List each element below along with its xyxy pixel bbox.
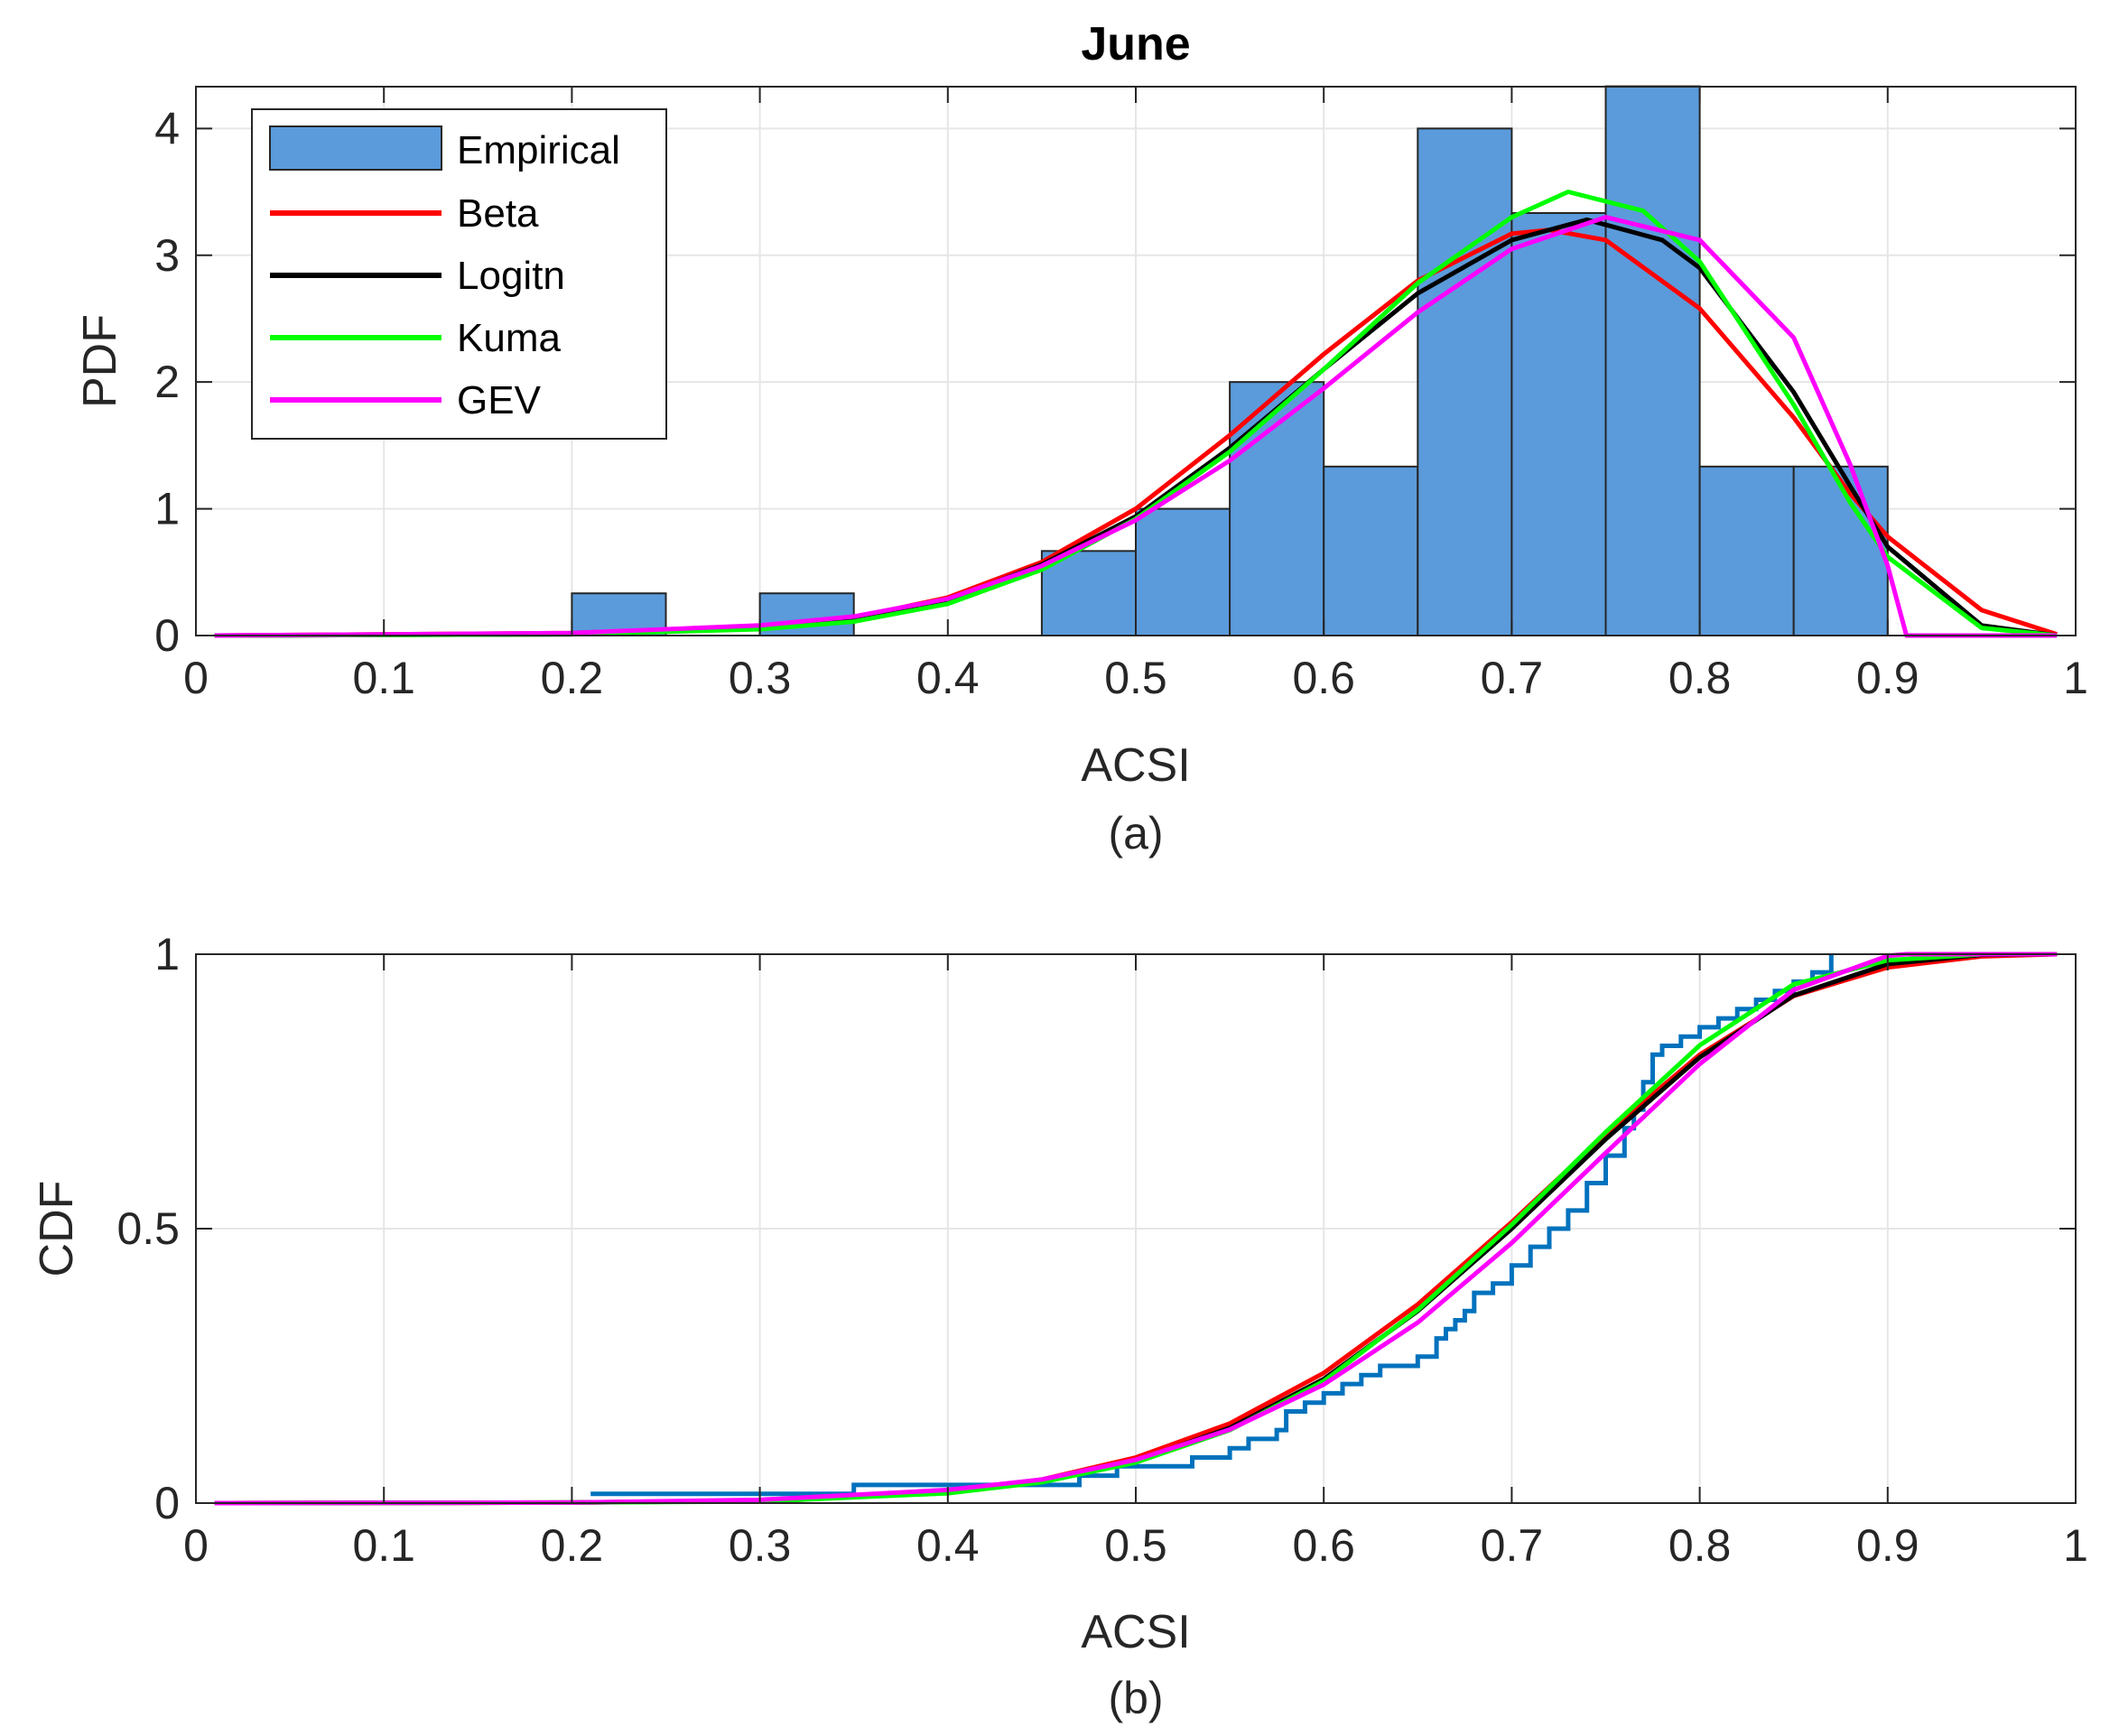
pdf-curve-kuma (214, 190, 2058, 638)
x-axis-label-b: ACSI (1081, 1606, 1190, 1658)
axis-ticks-b: 0 0.1 0.2 0.3 0.4 0.5 0.6 0.7 0.8 0.9 1 0 0.5 1 (116, 929, 2087, 1571)
legend-label-empirical: Empirical (457, 128, 620, 172)
x-tick-label: 0.5 (1104, 653, 1167, 703)
histogram-bar (1510, 211, 1607, 637)
x-tick-label: 0 (183, 653, 209, 703)
y-tick-label: 2 (154, 357, 180, 407)
y-tick-label: 1 (154, 484, 180, 534)
x-tick-label: 0.9 (1856, 1520, 1919, 1571)
x-tick-label: 0.7 (1481, 1520, 1544, 1571)
x-axis-label-a: ACSI (1081, 739, 1190, 792)
x-tick-label: 1 (2063, 653, 2088, 703)
cdf-curve-gev (214, 952, 2058, 1506)
chart-title: June (1081, 18, 1190, 70)
histogram-bar (1323, 465, 1419, 636)
x-tick-label: 0.6 (1292, 1520, 1355, 1571)
histogram-bar (1040, 550, 1138, 636)
legend-label-kuma: Kuma (457, 316, 561, 360)
legend: Empirical Beta Logitn Kuma GEV (251, 108, 667, 440)
cdf-empirical-stairs (590, 954, 1834, 1497)
x-tick-label: 0 (183, 1520, 209, 1571)
cdf-curves-b (214, 952, 2058, 1506)
axis-ticks-a: 0 0.1 0.2 0.3 0.4 0.5 0.6 0.7 0.8 0.9 1 0 1 2 3 4 (154, 87, 2088, 703)
pdf-curve-logitn (214, 217, 2058, 638)
x-tick-label: 0.9 (1856, 653, 1919, 703)
x-tick-label: 0.1 (352, 1520, 415, 1571)
x-tick-label: 0.6 (1292, 653, 1355, 703)
fit-curves-a (214, 190, 2058, 638)
legend-label-gev: GEV (457, 378, 542, 422)
y-tick-label: 3 (154, 230, 180, 281)
histogram-bar (1604, 85, 1701, 637)
x-tick-label: 0.7 (1481, 653, 1544, 703)
histogram-bar (1698, 465, 1795, 636)
y-tick-label: 0 (154, 610, 180, 661)
x-tick-label: 0.3 (729, 653, 792, 703)
y-axis-label-a: PDF (74, 314, 126, 408)
y-tick-label: 0.5 (116, 1203, 180, 1254)
panel-caption-a: (a) (1108, 808, 1163, 859)
y-tick-label: 1 (154, 929, 180, 979)
x-tick-label: 0.3 (729, 1520, 792, 1571)
x-tick-label: 1 (2063, 1520, 2088, 1571)
y-tick-label: 0 (154, 1478, 180, 1528)
histogram-bars-a (571, 85, 1889, 637)
legend-label-logitn: Logitn (457, 254, 565, 298)
histogram-bar (1792, 465, 1889, 636)
x-tick-label: 0.4 (916, 1520, 980, 1571)
y-axis-label-b: CDF (31, 1181, 83, 1277)
histogram-bar (1229, 381, 1325, 636)
x-tick-label: 0.4 (916, 653, 980, 703)
legend-swatch-empirical (269, 125, 442, 171)
x-tick-label: 0.8 (1668, 653, 1732, 703)
x-tick-label: 0.2 (541, 1520, 604, 1571)
panel-caption-b: (b) (1108, 1673, 1163, 1723)
x-tick-label: 0.2 (541, 653, 604, 703)
histogram-bar (1417, 127, 1513, 637)
panel-b-cdf: 0 0.1 0.2 0.3 0.4 0.5 0.6 0.7 0.8 0.9 100.51 ACSI … (31, 929, 2088, 1723)
histogram-bar (1135, 507, 1231, 636)
legend-label-beta: Beta (457, 191, 539, 236)
grid-b (196, 954, 2076, 1503)
pdf-curve-gev (214, 215, 2058, 638)
x-tick-label: 0.1 (352, 653, 415, 703)
x-tick-label: 0.5 (1104, 1520, 1167, 1571)
y-tick-label: 4 (154, 103, 180, 153)
x-tick-label: 0.8 (1668, 1520, 1732, 1571)
